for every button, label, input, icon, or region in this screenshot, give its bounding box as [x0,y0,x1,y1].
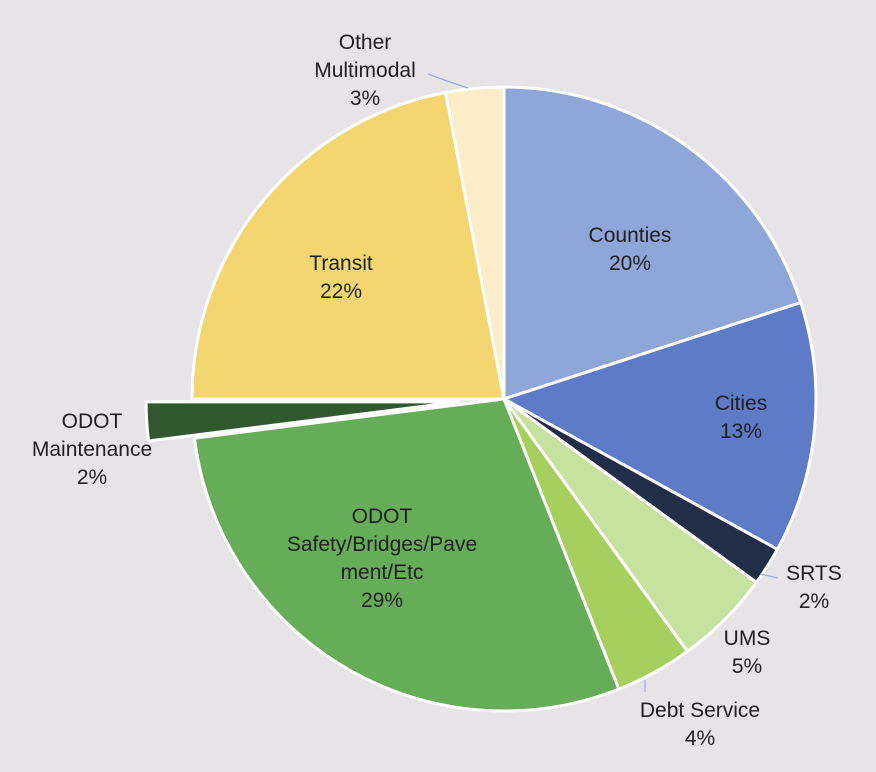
slice-label-counties: Counties 20% [589,224,672,275]
slice-label-odot-maintenance: ODOT Maintenance 2% [32,410,152,489]
pie-slice-other-multimodal [444,85,506,401]
pie-slice-counties [502,85,803,401]
slice-label-odot-safety-bridges-pave-ment-etc: ODOT Safety/Bridges/Pave ment/Etc 29% [287,505,477,612]
slice-label-cities: Cities 13% [715,392,768,443]
slice-category-label: Debt Service [640,699,760,722]
slice-category-label: UMS [724,627,771,650]
slice-value-label: 29% [361,589,403,612]
pie-slices [144,85,818,713]
leader-line-srts [759,573,779,579]
slice-value-label: 20% [609,252,651,275]
slice-category-label: Cities [715,392,768,415]
slice-category-label: SRTS [786,562,842,585]
slice-category-label: ODOT [62,410,123,433]
slice-label-other-multimodal: Other Multimodal 3% [314,31,416,110]
slice-value-label: 3% [350,87,380,110]
slice-category-label: ment/Etc [341,561,424,584]
slice-value-label: 2% [77,466,107,489]
slice-labels: Counties 20% Cities 13% SRTS 2% UMS 5% Debt Serv… [32,31,842,750]
slice-label-ums: UMS 5% [724,627,771,678]
pie-slice-cities [502,301,818,551]
slice-value-label: 4% [685,727,715,750]
leader-lines [427,73,779,692]
slice-label-transit: Transit 22% [309,252,373,303]
pie-slice-transit [190,91,506,401]
slice-category-label: ODOT [352,505,413,528]
pie-slice-odot-maintenance [144,400,460,443]
pie-slice-odot-safety-bridges-pave-ment-etc [192,397,621,713]
slice-category-label: Multimodal [314,59,416,82]
slice-value-label: 22% [320,280,362,303]
slice-category-label: Maintenance [32,438,152,461]
slice-category-label: Transit [309,252,373,275]
slice-category-label: Other [339,31,392,54]
slice-label-srts: SRTS 2% [786,562,842,613]
slice-value-label: 2% [799,590,829,613]
slice-label-debt-service: Debt Service 4% [640,699,760,750]
slice-category-label: Safety/Bridges/Pave [287,533,477,556]
slice-value-label: 5% [732,655,762,678]
leader-line-other-multimodal [427,73,469,89]
slice-category-label: Counties [589,224,672,247]
slice-value-label: 13% [720,420,762,443]
